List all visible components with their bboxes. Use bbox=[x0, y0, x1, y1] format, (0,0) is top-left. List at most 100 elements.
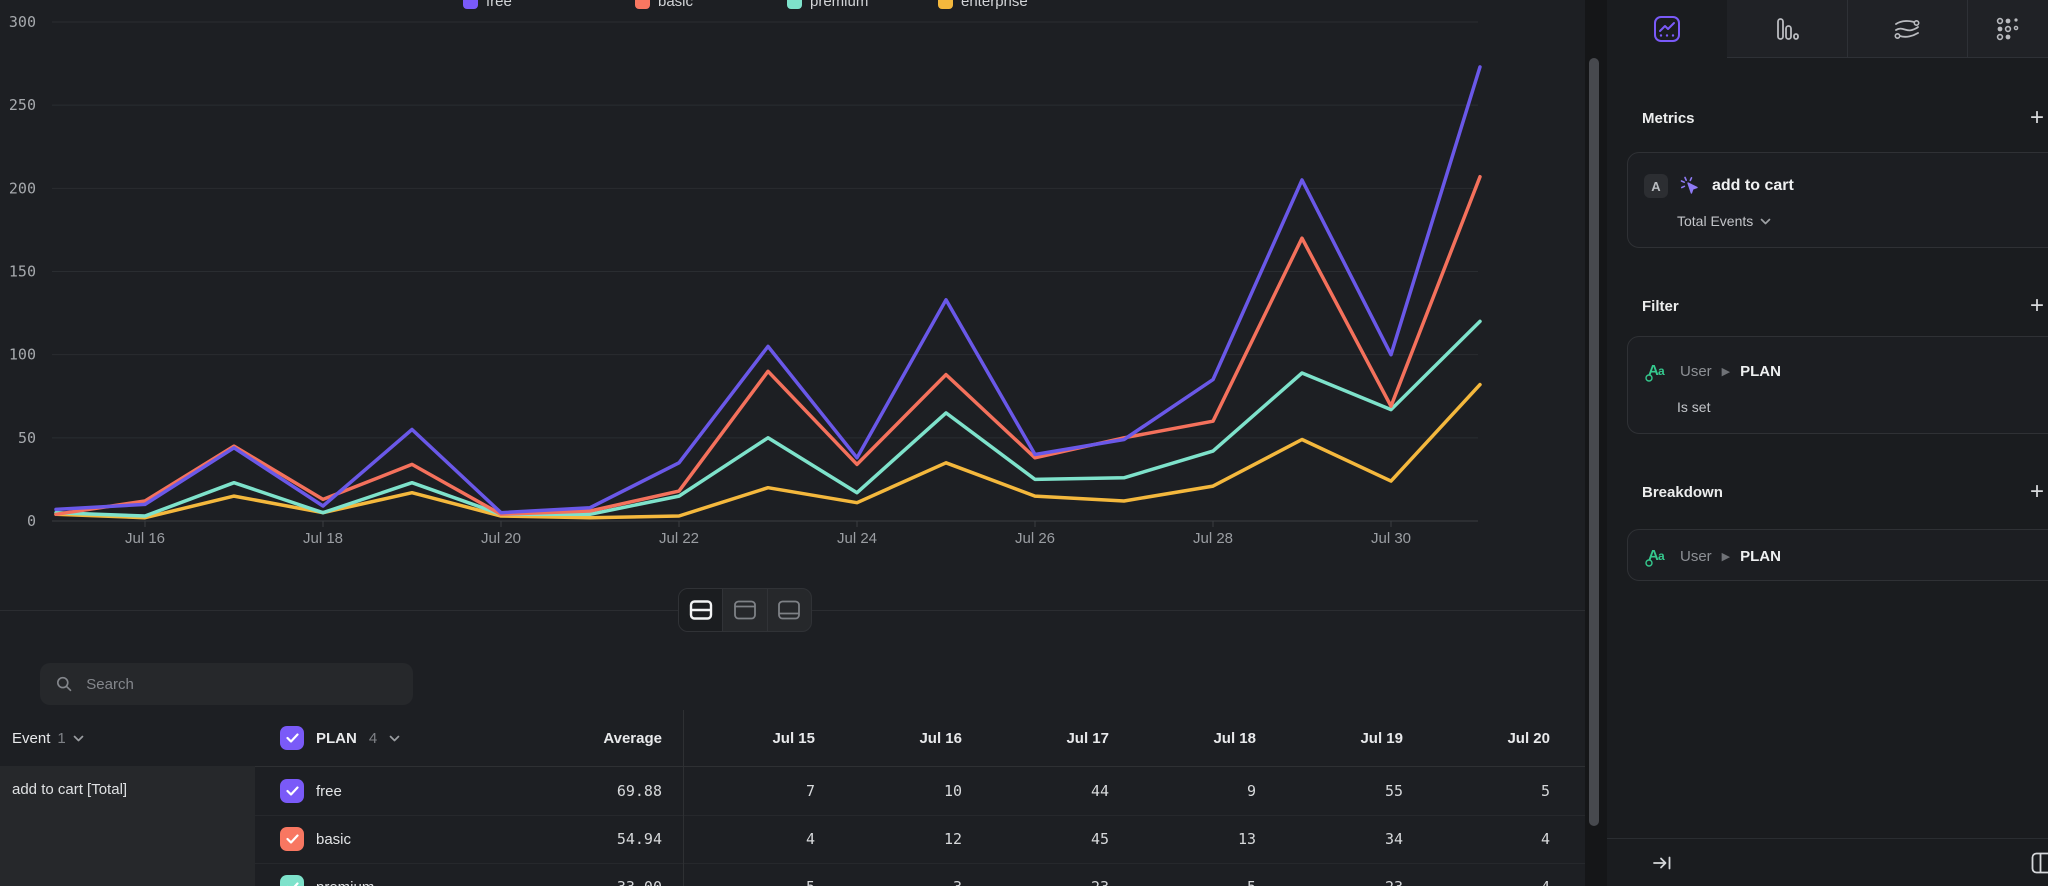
svg-text:0: 0 bbox=[27, 512, 36, 530]
svg-text:Jul 24: Jul 24 bbox=[837, 530, 877, 547]
svg-text:300: 300 bbox=[9, 13, 36, 31]
tab-bar-chart[interactable] bbox=[1727, 0, 1847, 58]
legend-label: enterprise bbox=[961, 0, 1028, 10]
add-breakdown-button[interactable]: + bbox=[2030, 478, 2045, 505]
check-icon bbox=[286, 882, 299, 886]
filter-card[interactable]: A a User ▶ PLAN Is set bbox=[1627, 336, 2048, 434]
chart-and-table-panel: free basic premium enterprise 0 50 100 150 200 2… bbox=[0, 0, 1585, 886]
cell-value: 5 bbox=[1540, 782, 1550, 800]
legend-label: premium bbox=[810, 0, 869, 10]
legend-swatch bbox=[938, 0, 953, 9]
collapse-panel-icon[interactable] bbox=[1652, 853, 1674, 873]
average-value: 69.88 bbox=[616, 782, 662, 800]
table-bottom-view-button[interactable] bbox=[766, 589, 811, 631]
metrics-heading: Metrics bbox=[1642, 110, 1695, 127]
add-filter-button[interactable]: + bbox=[2030, 292, 2045, 319]
cell-value: 5 bbox=[1109, 878, 1256, 886]
filter-heading: Filter bbox=[1642, 298, 1679, 315]
more-charts-icon bbox=[1996, 17, 2018, 40]
legend-item-free[interactable]: free bbox=[463, 0, 512, 10]
chevron-right-icon: ▶ bbox=[1721, 365, 1731, 378]
breakdown-property: PLAN bbox=[1740, 547, 1781, 565]
metric-event-name: add to cart bbox=[1712, 177, 1794, 194]
date-column-header: Jul 18 bbox=[1213, 729, 1256, 747]
breakdown-table: Event 1 PLAN 4 Average Jul 15 Jul 16 Jul 1… bbox=[0, 710, 1585, 886]
legend-item-premium[interactable]: premium bbox=[787, 0, 868, 10]
plan-column-header[interactable]: PLAN 4 Average bbox=[255, 726, 683, 750]
legend-item-enterprise[interactable]: enterprise bbox=[938, 0, 1028, 10]
free-checkbox[interactable] bbox=[280, 779, 304, 803]
legend-item-basic[interactable]: basic bbox=[635, 0, 693, 10]
row-separator bbox=[255, 863, 1585, 864]
split-view-icon bbox=[689, 600, 712, 620]
svg-text:A: A bbox=[1648, 362, 1659, 379]
table-body: free69.88710449555basic54.944124513344pr… bbox=[0, 767, 1585, 886]
svg-text:Jul 18: Jul 18 bbox=[303, 530, 343, 547]
chevron-right-icon: ▶ bbox=[1721, 550, 1731, 563]
search-input[interactable] bbox=[84, 674, 397, 694]
tab-more-charts[interactable] bbox=[1967, 0, 2048, 58]
split-view-button[interactable] bbox=[679, 589, 723, 631]
series-name: free bbox=[316, 782, 342, 800]
tab-separator bbox=[1967, 0, 1968, 58]
svg-text:Jul 20: Jul 20 bbox=[481, 530, 521, 547]
cell-value: 45 bbox=[1090, 830, 1109, 848]
cell-value: 23 bbox=[1256, 878, 1403, 886]
cell-value: 13 bbox=[1237, 830, 1256, 848]
svg-text:250: 250 bbox=[9, 96, 36, 114]
premium-checkbox[interactable] bbox=[280, 875, 304, 886]
flow-chart-icon bbox=[1894, 19, 1920, 39]
row-separator bbox=[255, 815, 1585, 816]
tab-line-chart[interactable] bbox=[1607, 0, 1727, 58]
scrollbar-thumb[interactable] bbox=[1589, 58, 1599, 826]
add-metric-button[interactable]: + bbox=[2030, 104, 2045, 131]
svg-text:a: a bbox=[1658, 549, 1665, 563]
table-top-view-button[interactable] bbox=[722, 589, 766, 631]
panel-right-icon[interactable] bbox=[2031, 852, 2048, 874]
layout-toggle-group bbox=[678, 588, 812, 632]
cell-value: 4 bbox=[1540, 830, 1550, 848]
date-column-header: Jul 15 bbox=[772, 729, 815, 747]
line-chart[interactable]: 0 50 100 150 200 250 300 Jul 16 Jul 18 Jul 20 Jul … bbox=[0, 0, 1585, 560]
scrollbar-track bbox=[1585, 0, 1607, 886]
cell-value: 9 bbox=[1246, 782, 1256, 800]
check-icon bbox=[285, 786, 299, 796]
cell-value: 10 bbox=[943, 782, 962, 800]
date-column-header: Jul 19 bbox=[1360, 729, 1403, 747]
table-row-basic[interactable]: basic 54.94 4 12 45 13 34 4 bbox=[0, 815, 1585, 863]
breakdown-card[interactable]: A a User ▶ PLAN bbox=[1627, 529, 2048, 581]
metric-card[interactable]: A add to cart Total Events bbox=[1627, 152, 2048, 248]
table-top-view-icon bbox=[734, 600, 756, 620]
cell-value: 34 bbox=[1384, 830, 1403, 848]
cell-value: 12 bbox=[943, 830, 962, 848]
table-row-free[interactable]: free 69.88 7 10 44 9 55 5 bbox=[0, 767, 1585, 815]
filter-operator-label: Is set bbox=[1677, 399, 1711, 415]
filter-operator-select[interactable]: Is set bbox=[1628, 399, 2048, 415]
metric-aggregation-select[interactable]: Total Events bbox=[1628, 213, 2048, 229]
svg-text:Jul 22: Jul 22 bbox=[659, 530, 699, 547]
plan-count: 4 bbox=[368, 729, 378, 747]
legend-swatch bbox=[787, 0, 802, 9]
date-column-header: Jul 17 bbox=[1066, 729, 1109, 747]
plan-header-label: PLAN bbox=[316, 729, 357, 747]
svg-text:200: 200 bbox=[9, 179, 36, 197]
basic-checkbox[interactable] bbox=[280, 827, 304, 851]
svg-text:50: 50 bbox=[18, 429, 36, 447]
cell-value: 5 bbox=[683, 878, 815, 886]
chart-type-tabs bbox=[1607, 0, 2048, 58]
cell-value: 7 bbox=[805, 782, 815, 800]
search-box[interactable] bbox=[40, 663, 413, 705]
event-total-cell[interactable]: add to cart [Total] bbox=[0, 766, 255, 886]
breakdown-heading: Breakdown bbox=[1642, 484, 1723, 501]
table-header-row: Event 1 PLAN 4 Average Jul 15 Jul 16 Jul 1… bbox=[0, 710, 1585, 767]
plan-select-all-checkbox[interactable] bbox=[280, 726, 304, 750]
filter-scope: User bbox=[1680, 362, 1712, 380]
series-name: premium bbox=[316, 879, 374, 886]
svg-text:100: 100 bbox=[9, 346, 36, 364]
event-column-header[interactable]: Event 1 bbox=[0, 730, 255, 747]
event-count: 1 bbox=[57, 729, 66, 747]
tab-flow-chart[interactable] bbox=[1847, 0, 1967, 58]
average-value: 54.94 bbox=[616, 830, 662, 848]
legend-label: basic bbox=[658, 0, 694, 10]
